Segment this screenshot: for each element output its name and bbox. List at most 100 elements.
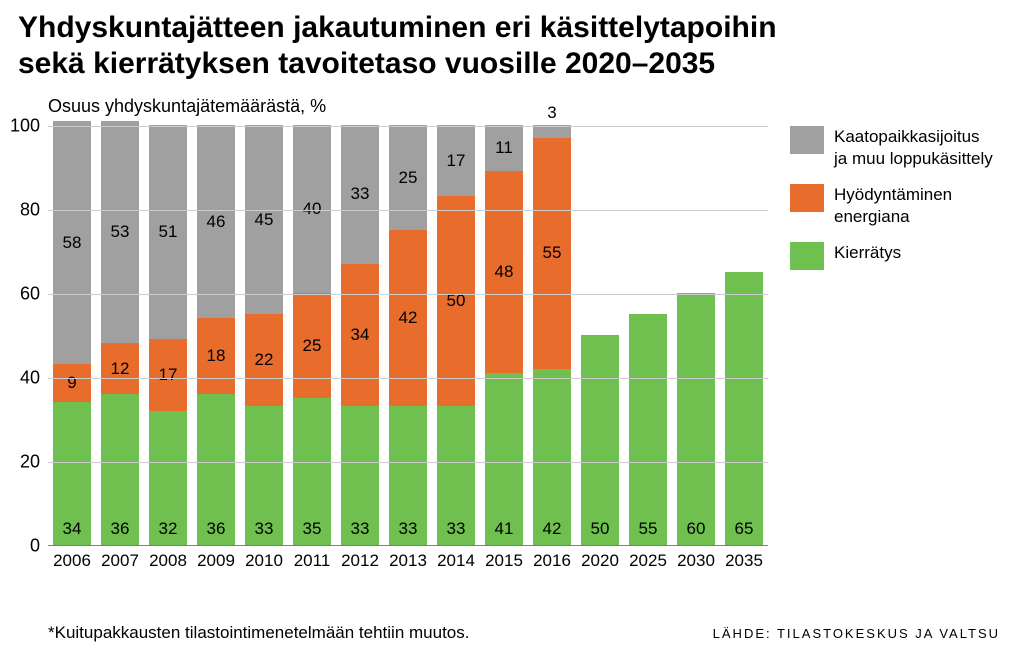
chart-title: Yhdyskuntajätteen jakautuminen eri käsit… [18,10,777,82]
bar-segment-value: 33 [351,184,370,204]
bar-segment-value: 33 [447,519,466,539]
x-tick-label: 2014 [437,551,475,571]
bar-segment-value: 35 [303,519,322,539]
x-tick-label: 2013 [389,551,427,571]
bar-segment-energia: 34 [341,264,379,407]
bar-segment-kierratys: 33 [437,406,475,545]
bar-segment-kaatopaikka: 45 [245,125,283,314]
bar-segment-kierratys: 33 [341,406,379,545]
bar-slot: 355422016 [528,125,576,545]
stacked-bar: 25 42 33 [389,125,427,545]
x-tick-label: 2020 [581,551,619,571]
gridline [48,294,768,295]
bar-segment-kierratys: 42 [533,369,571,545]
bar-segment-kaatopaikka: 11 [485,125,523,171]
stacked-bar: 531236 [101,121,139,545]
bar-slot: 602030 [672,125,720,545]
bar-segment-kierratys: 36 [197,394,235,545]
stacked-bar: 46 18 36 [197,125,235,545]
stacked-bar: 33 34 33 [341,125,379,545]
legend-item-kaatopaikka: Kaatopaikkasijoitusja muu loppukäsittely [790,126,1010,170]
bar-segment-value: 60 [687,519,706,539]
bar-slot: 4025352011 [288,125,336,545]
bar-segment-value: 22 [255,350,274,370]
x-tick-label: 2007 [101,551,139,571]
bar-slot: 502020 [576,125,624,545]
gridline [48,210,768,211]
y-tick-label: 20 [20,452,40,473]
gridline [48,378,768,379]
bar-slot: 1148412015 [480,125,528,545]
chart-area: 5893420065312362007511732200846183620094… [48,126,768,576]
bar-segment-kaatopaikka: 40 [293,125,331,293]
footnote: *Kuitupakkausten tilastointimenetelmään … [48,623,469,643]
x-tick-label: 2006 [53,551,91,571]
bar-slot: 1750332014 [432,125,480,545]
bar-segment-value: 33 [399,519,418,539]
bar-segment-kierratys: 36 [101,394,139,545]
legend-swatch [790,184,824,212]
bar-slot: 2542332013 [384,125,432,545]
bar-slot: 3334332012 [336,125,384,545]
x-tick-label: 2009 [197,551,235,571]
bar-segment-value: 36 [207,519,226,539]
bar-segment-energia: 42 [389,230,427,406]
bar-segment-value: 41 [495,519,514,539]
bar-slot: 589342006 [48,125,96,545]
bar-segment-value: 34 [351,325,370,345]
bar-segment-value: 9 [67,373,76,393]
bar-segment-kaatopaikka: 58 [53,121,91,365]
legend-swatch [790,126,824,154]
stacked-bar: 60 [677,293,715,545]
bar-segment-energia: 9 [53,364,91,402]
x-tick-label: 2008 [149,551,187,571]
bar-segment-value: 42 [399,308,418,328]
bar-segment-energia: 50 [437,196,475,406]
bar-segment-energia: 48 [485,171,523,373]
bar-segment-kaatopaikka: 17 [437,125,475,196]
bar-segment-energia: 25 [293,293,331,398]
bar-slot: 4618362009 [192,125,240,545]
bar-segment-energia: 17 [149,339,187,410]
bar-slot: 652035 [720,125,768,545]
bar-segment-value: 45 [255,210,274,230]
bar-slot: 4522332010 [240,125,288,545]
legend-item-energia: Hyödyntäminenenergiana [790,184,1010,228]
stacked-bar: 452233 [245,125,283,545]
bar-segment-value: 3 [547,103,556,123]
bar-segment-kaatopaikka: 25 [389,125,427,230]
bar-segment-value: 46 [207,212,226,232]
plot-region: 5893420065312362007511732200846183620094… [48,126,768,546]
bar-segment-kierratys: 60 [677,293,715,545]
x-tick-label: 2011 [294,551,331,571]
bar-segment-energia: 22 [245,314,283,406]
bar-segment-kaatopaikka: 53 [101,121,139,344]
bar-segment-value: 65 [735,519,754,539]
x-tick-label: 2016 [533,551,571,571]
bar-segment-value: 36 [111,519,130,539]
bar-segment-value: 51 [159,222,178,242]
stacked-bar: 50 [581,335,619,545]
title-line-1: Yhdyskuntajätteen jakautuminen eri käsit… [18,11,777,44]
legend-label: Kaatopaikkasijoitusja muu loppukäsittely [834,126,993,170]
legend: Kaatopaikkasijoitusja muu loppukäsittely… [790,126,1010,284]
legend-swatch [790,242,824,270]
bar-slot: 5117322008 [144,125,192,545]
x-tick-label: 2030 [677,551,715,571]
bar-segment-value: 40 [303,199,322,219]
bar-segment-value: 18 [207,346,226,366]
bar-segment-kaatopaikka: 51 [149,125,187,339]
bar-segment-value: 17 [159,365,178,385]
stacked-bar: 58934 [53,121,91,545]
bar-segment-kierratys: 50 [581,335,619,545]
x-tick-label: 2035 [725,551,763,571]
bar-segment-kierratys: 33 [389,406,427,545]
bar-segment-kierratys: 32 [149,411,187,545]
title-line-2: sekä kierrätyksen tavoitetaso vuosille 2… [18,47,715,80]
stacked-bar: 1148 41 [485,125,523,545]
y-tick-label: 60 [20,284,40,305]
bar-segment-value: 58 [63,233,82,253]
bar-segment-kaatopaikka: 33 [341,125,379,264]
y-axis-label: Osuus yhdyskuntajätemäärästä, % [48,96,326,117]
stacked-bar: 55 [629,314,667,545]
